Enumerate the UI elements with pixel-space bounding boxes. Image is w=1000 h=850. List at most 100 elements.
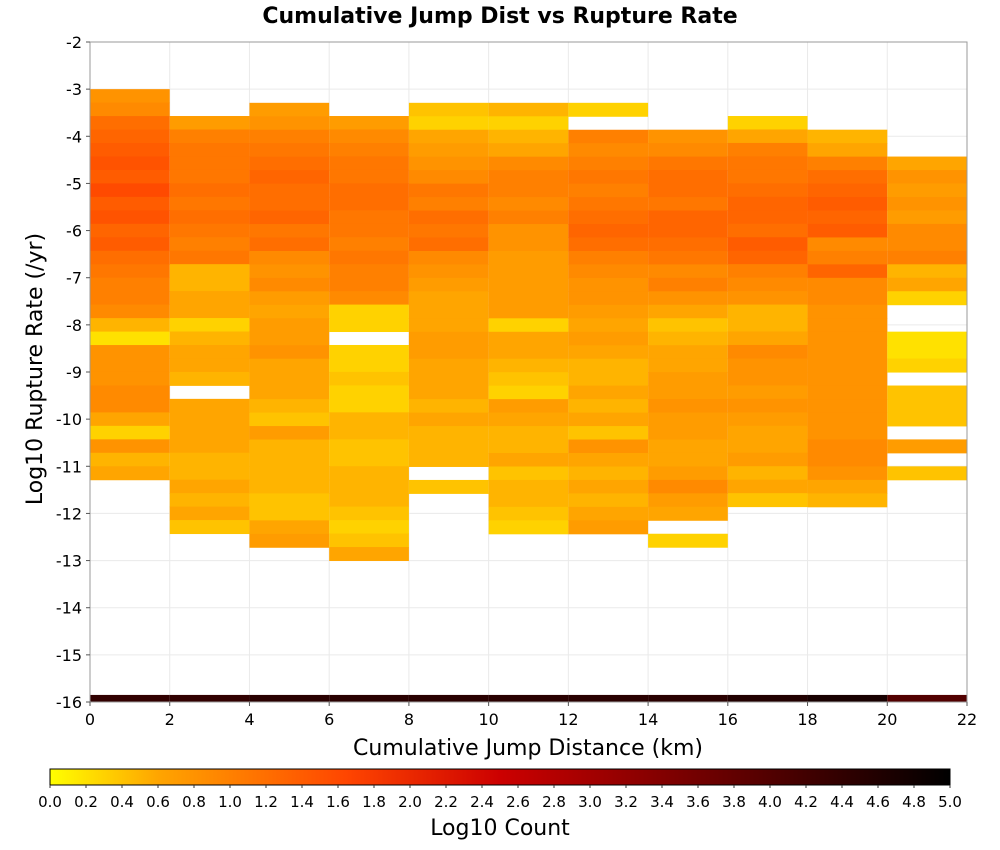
- y-tick-label: -3: [66, 80, 82, 99]
- heatmap-cell: [90, 250, 170, 265]
- heatmap-cell: [807, 277, 888, 292]
- heatmap-cell: [329, 183, 409, 198]
- heatmap-cell: [249, 224, 330, 239]
- heatmap-cell: [169, 183, 250, 198]
- heatmap-cell: [887, 264, 967, 279]
- x-tick-label: 6: [324, 710, 334, 729]
- heatmap-cell: [90, 102, 170, 117]
- heatmap-cell: [90, 143, 170, 157]
- heatmap-cell: [408, 291, 489, 306]
- heatmap-cell: [727, 425, 808, 440]
- heatmap-cell: [727, 331, 808, 346]
- heatmap-cell: [727, 142, 808, 157]
- heatmap-cell: [329, 479, 409, 494]
- heatmap-cell: [488, 345, 569, 360]
- heatmap-cell: [408, 479, 489, 494]
- heatmap-cell: [488, 224, 569, 239]
- colorbar-tick-label: 1.4: [290, 793, 314, 811]
- heatmap-cell: [169, 506, 250, 521]
- heatmap-cell: [249, 533, 330, 548]
- heatmap-cell: [887, 291, 967, 306]
- heatmap-cell: [807, 170, 888, 185]
- heatmap-cell: [488, 102, 569, 117]
- colorbar: [49, 768, 951, 786]
- heatmap-cell: [329, 425, 409, 440]
- y-tick-label: -15: [56, 646, 82, 665]
- heatmap-cell: [568, 426, 649, 441]
- heatmap-cell: [807, 694, 888, 702]
- heatmap-cell: [488, 277, 569, 292]
- heatmap-cell: [408, 277, 489, 292]
- heatmap-cell: [90, 466, 170, 481]
- colorbar-tick-label: 2.0: [398, 793, 422, 811]
- heatmap-cell: [408, 372, 489, 387]
- heatmap-cell: [807, 439, 888, 454]
- heatmap-cell: [568, 399, 649, 414]
- heatmap-cell: [249, 520, 330, 535]
- y-tick-label: -10: [56, 410, 82, 429]
- heatmap-cell: [408, 331, 489, 346]
- heatmap-cell: [807, 479, 888, 494]
- heatmap-cell: [568, 345, 649, 360]
- heatmap-cell: [727, 116, 808, 130]
- heatmap-cell: [169, 466, 250, 481]
- heatmap-cell: [169, 425, 250, 440]
- heatmap-cell: [90, 371, 170, 386]
- y-tick-label: -16: [56, 693, 82, 712]
- heatmap-cell: [329, 250, 409, 265]
- heatmap-cell: [807, 466, 888, 481]
- heatmap-cell: [408, 237, 489, 252]
- heatmap-cell: [807, 223, 888, 238]
- heatmap-cell: [887, 345, 967, 360]
- y-axis-ticks: -2 -3 -4 -5 -6 -7 -8 -9 -10 -11 -12 -13 -14 -15 -16: [56, 33, 90, 712]
- heatmap-cell: [249, 694, 330, 702]
- heatmap-cell: [648, 223, 728, 238]
- heatmap-cell: [648, 385, 728, 400]
- heatmap-cell: [488, 412, 569, 427]
- heatmap-cell: [488, 385, 569, 400]
- heatmap-cell: [648, 466, 728, 481]
- colorbar-tick-label: 2.4: [470, 793, 494, 811]
- heatmap-cell: [727, 264, 808, 279]
- heatmap-cell: [807, 129, 888, 144]
- heatmap-cell: [807, 372, 888, 387]
- heatmap-cell: [169, 250, 250, 265]
- x-tick-label: 14: [638, 710, 658, 729]
- heatmap-cell: [329, 358, 409, 373]
- y-axis-label: Log10 Rupture Rate (/yr): [23, 233, 48, 505]
- heatmap-cell: [887, 398, 967, 413]
- heatmap-cell: [169, 169, 250, 184]
- heatmap-cell: [169, 223, 250, 238]
- heatmap-cell: [727, 358, 808, 373]
- heatmap-cell: [807, 345, 888, 360]
- heatmap-cell: [249, 439, 330, 454]
- heatmap-cell: [329, 371, 409, 386]
- heatmap-cell: [648, 331, 728, 346]
- heatmap-cell: [169, 358, 250, 373]
- heatmap-cell: [887, 385, 967, 400]
- heatmap-cell: [249, 277, 330, 292]
- heatmap-cell: [169, 142, 250, 157]
- heatmap-cell: [329, 277, 409, 292]
- heatmap-cells: [90, 89, 967, 702]
- heatmap-cell: [408, 358, 489, 373]
- x-tick-label: 12: [558, 710, 578, 729]
- heatmap-cell: [169, 371, 250, 386]
- heatmap-cell: [329, 237, 409, 252]
- heatmap-cell: [568, 412, 649, 427]
- heatmap-cell: [169, 439, 250, 454]
- heatmap-cell: [90, 345, 170, 360]
- heatmap-cell: [648, 170, 728, 185]
- heatmap-cell: [90, 358, 170, 373]
- heatmap-cell: [249, 453, 330, 467]
- chart-title: Cumulative Jump Dist vs Rupture Rate: [262, 4, 737, 29]
- heatmap-cell: [90, 237, 170, 252]
- colorbar-tick-label: 1.0: [218, 793, 242, 811]
- heatmap-cell: [807, 183, 888, 198]
- colorbar-tick-label: 0.0: [38, 793, 62, 811]
- heatmap-cell: [249, 264, 330, 279]
- heatmap-cell: [329, 533, 409, 548]
- heatmap-cell: [329, 385, 409, 400]
- heatmap-cell: [329, 547, 409, 561]
